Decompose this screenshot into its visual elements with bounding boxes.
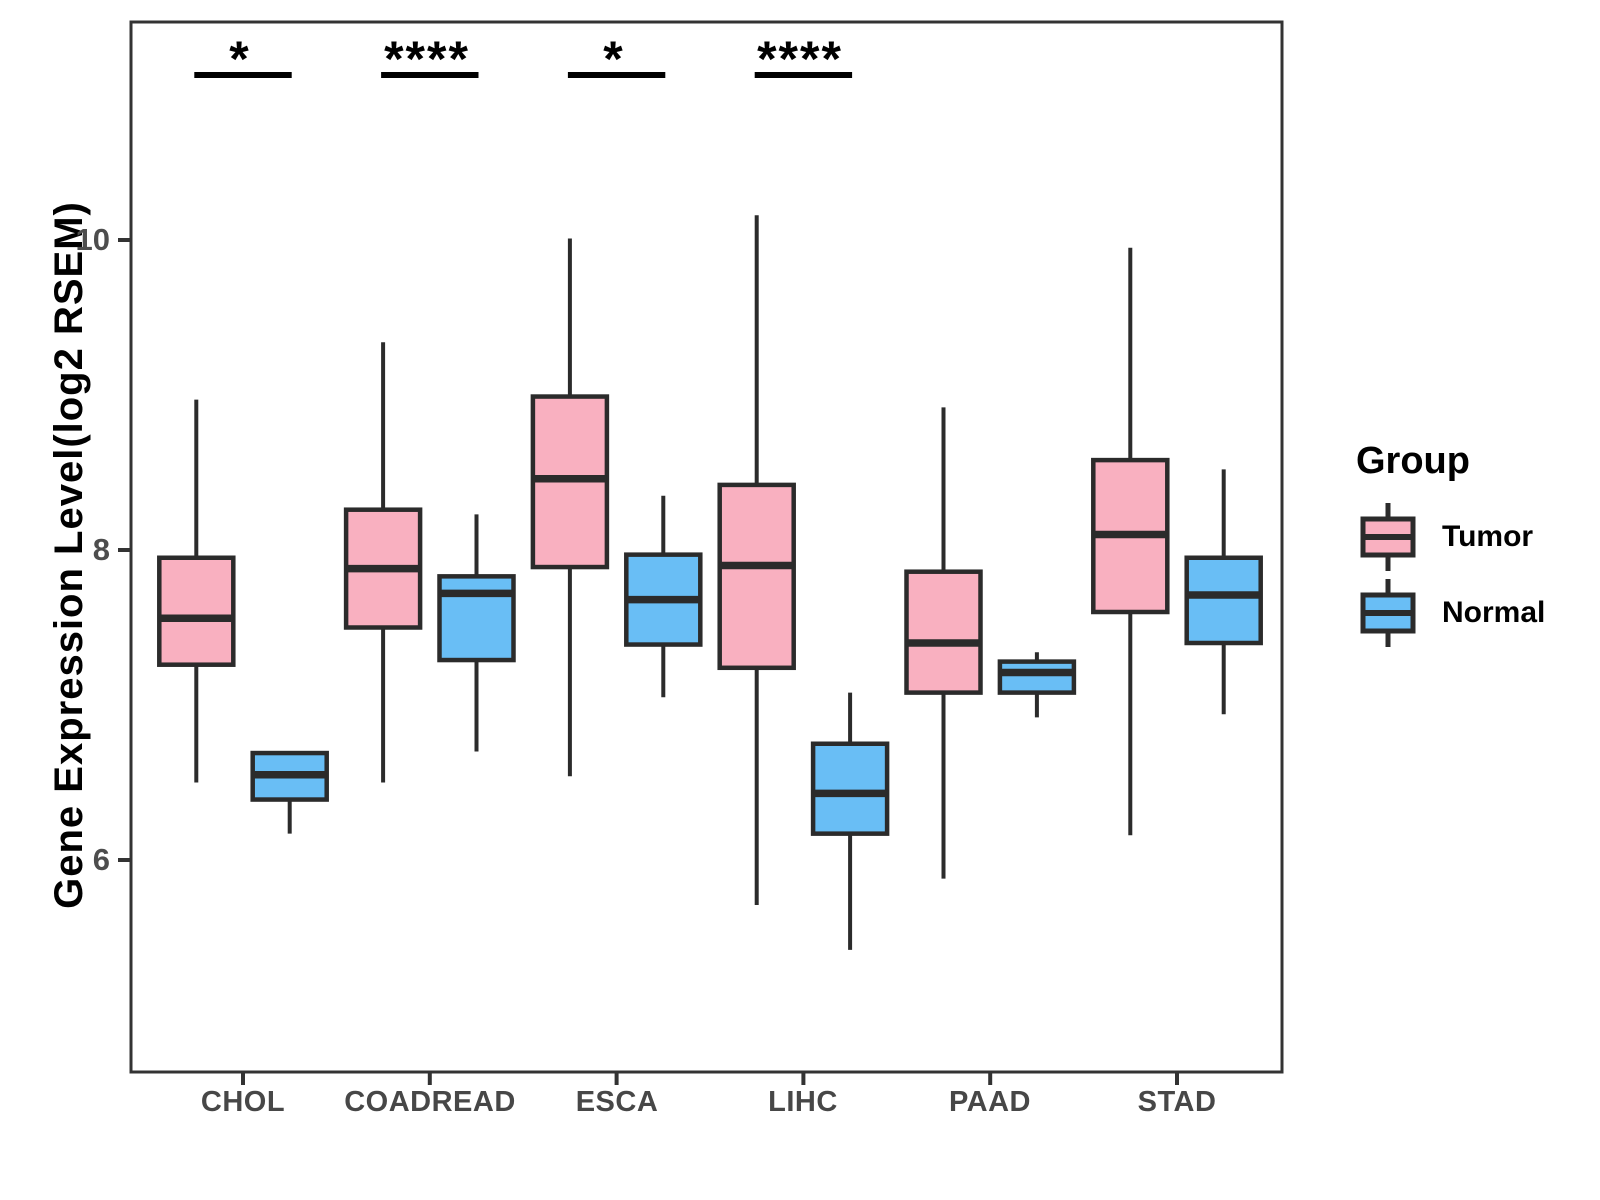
tumor-boxplot-key-icon [1360,503,1416,571]
x-label-stad: STAD [1137,1086,1217,1118]
x-label-paad: PAAD [948,1086,1032,1118]
box-normal-lihc [810,741,890,836]
significance-stars-coadread: **** [384,31,470,87]
normal-boxplot-key-icon [1360,579,1416,647]
box-tumor-chol [157,555,236,667]
y-tick-label-6: 6 [92,842,110,877]
significance-stars-chol: * [229,31,251,87]
significance-stars-esca: * [603,31,625,87]
x-label-coadread: COADREAD [344,1086,516,1118]
legend-title: Group [1356,440,1470,482]
x-label-lihc: LIHC [768,1086,838,1118]
legend-item-normal: Normal [1356,577,1545,649]
legend-label-tumor: Tumor [1442,520,1534,553]
box-normal-coadread [437,574,516,663]
legend: Group Tumor Normal [1356,440,1545,653]
significance-stars-lihc: **** [757,31,843,87]
panel-border [129,20,1284,1074]
box-tumor-lihc [717,482,796,671]
legend-label-normal: Normal [1442,596,1546,629]
y-tick-label-10: 10 [75,222,110,257]
x-label-esca: ESCA [575,1086,659,1118]
x-label-chol: CHOL [200,1086,286,1118]
box-normal-stad [1184,555,1263,646]
legend-item-tumor: Tumor [1356,501,1545,573]
box-normal-paad [997,659,1077,695]
box-tumor-paad [904,569,983,695]
y-tick-label-8: 8 [92,532,110,567]
